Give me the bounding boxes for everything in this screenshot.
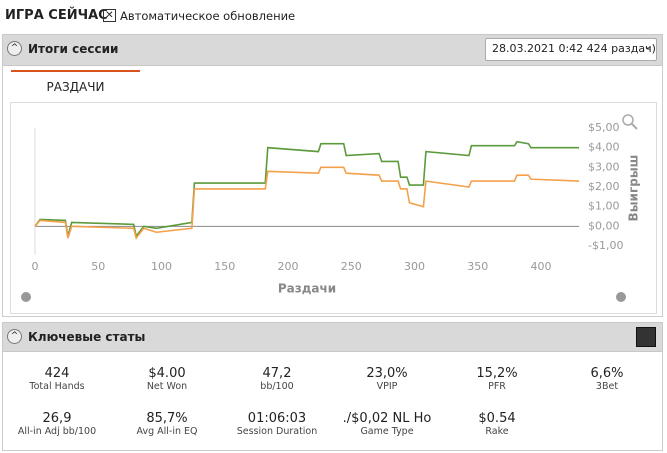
page-title: ИГРА СЕЙЧАС: [5, 8, 108, 23]
stat-value: $4.00: [148, 366, 186, 381]
y-tick-label: -$1,00: [588, 239, 623, 252]
stat-value: ./$0,02 NL Ho: [342, 411, 432, 426]
stats-panel: [2, 350, 663, 451]
series-line: [34, 166, 580, 240]
tab[interactable]: РАЗДАЧИ: [11, 70, 140, 104]
x-tick-label: 250: [341, 260, 362, 273]
y-tick-label: $3,00: [588, 160, 620, 173]
stat-label: Session Duration: [236, 426, 318, 437]
stat: $0.54 Rake: [442, 411, 552, 437]
zoom-icon[interactable]: [622, 114, 634, 126]
stat-value: 424: [44, 366, 70, 381]
stat: $4.00 Net Won: [112, 366, 222, 392]
x-tick-label: 300: [404, 260, 425, 273]
stat-value: 15,2%: [476, 366, 518, 381]
settings-icon[interactable]: [21, 292, 31, 302]
stat-label: Net Won: [146, 381, 188, 392]
stat: 424 Total Hands: [2, 366, 112, 392]
stat-value: 47,2: [262, 366, 292, 381]
info-icon[interactable]: [616, 292, 626, 302]
stat: 85,7% Avg All-in EQ: [112, 411, 222, 437]
y-tick-label: $5,00: [588, 121, 620, 134]
stat-label: Game Type: [360, 426, 414, 437]
stat-value: 6,6%: [590, 366, 624, 381]
session-panel: [2, 64, 663, 317]
y-axis-title: Выигрыш: [627, 155, 641, 222]
x-tick-label: 50: [91, 260, 105, 273]
session-title: Итоги сессии: [28, 42, 119, 56]
stats-title: Ключевые статы: [28, 330, 146, 344]
x-tick-label: 100: [151, 260, 172, 273]
stat-label: Total Hands: [29, 381, 85, 392]
auto-update-label[interactable]: Автоматическое обновление: [120, 9, 296, 23]
stat: 15,2% PFR: [442, 366, 552, 392]
stat-value: 23,0%: [366, 366, 408, 381]
stat-label: PFR: [488, 381, 506, 392]
collapse-button[interactable]: ^: [7, 41, 22, 56]
series-line: [34, 140, 579, 239]
dropdown-arrow: ⌄: [643, 41, 652, 52]
collapse-button[interactable]: ^: [7, 329, 22, 344]
x-tick-label: 350: [467, 260, 488, 273]
layout-button[interactable]: [636, 327, 656, 347]
stat: 23,0% VPIP: [332, 366, 442, 392]
stat-label: All-in Adj bb/100: [17, 426, 97, 437]
stat: 6,6% 3Bet: [552, 366, 662, 392]
stat-value: 01:06:03: [247, 411, 307, 426]
stat-value: 26,9: [42, 411, 72, 426]
stat: 47,2 bb/100: [222, 366, 332, 392]
y-tick-label: $0,00: [588, 219, 620, 232]
stat-label: Avg All-in EQ: [136, 426, 198, 437]
y-tick-label: $1,00: [588, 200, 620, 213]
zoom-icon-handle: [631, 123, 638, 130]
stat-label: Rake: [485, 426, 509, 437]
stats-bar: [2, 322, 663, 352]
x-tick-label: 400: [531, 260, 552, 273]
chart-panel: [10, 102, 657, 314]
y-tick-label: $2,00: [588, 180, 620, 193]
stat-label: 3Bet: [595, 381, 619, 392]
x-tick-label: 0: [32, 260, 39, 273]
stat-value: 85,7%: [146, 411, 188, 426]
x-axis-title: Раздачи: [278, 282, 336, 296]
stat: 26,9 All-in Adj bb/100: [2, 411, 112, 437]
stat-value: $0.54: [478, 411, 516, 426]
checkbox[interactable]: ✕: [103, 9, 116, 22]
stat: ./$0,02 NL Ho Game Type: [332, 411, 442, 437]
stat: 01:06:03 Session Duration: [222, 411, 332, 437]
x-tick-label: 200: [278, 260, 299, 273]
x-tick-label: 150: [214, 260, 235, 273]
stat-label: VPIP: [376, 381, 398, 392]
selector-text: 28.03.2021 0:42 424 раздач): [492, 42, 656, 55]
y-tick-label: $4,00: [588, 141, 620, 154]
session-selector[interactable]: 28.03.2021 0:42 424 раздач) ⌄: [485, 38, 657, 61]
stat-label: bb/100: [260, 381, 294, 392]
